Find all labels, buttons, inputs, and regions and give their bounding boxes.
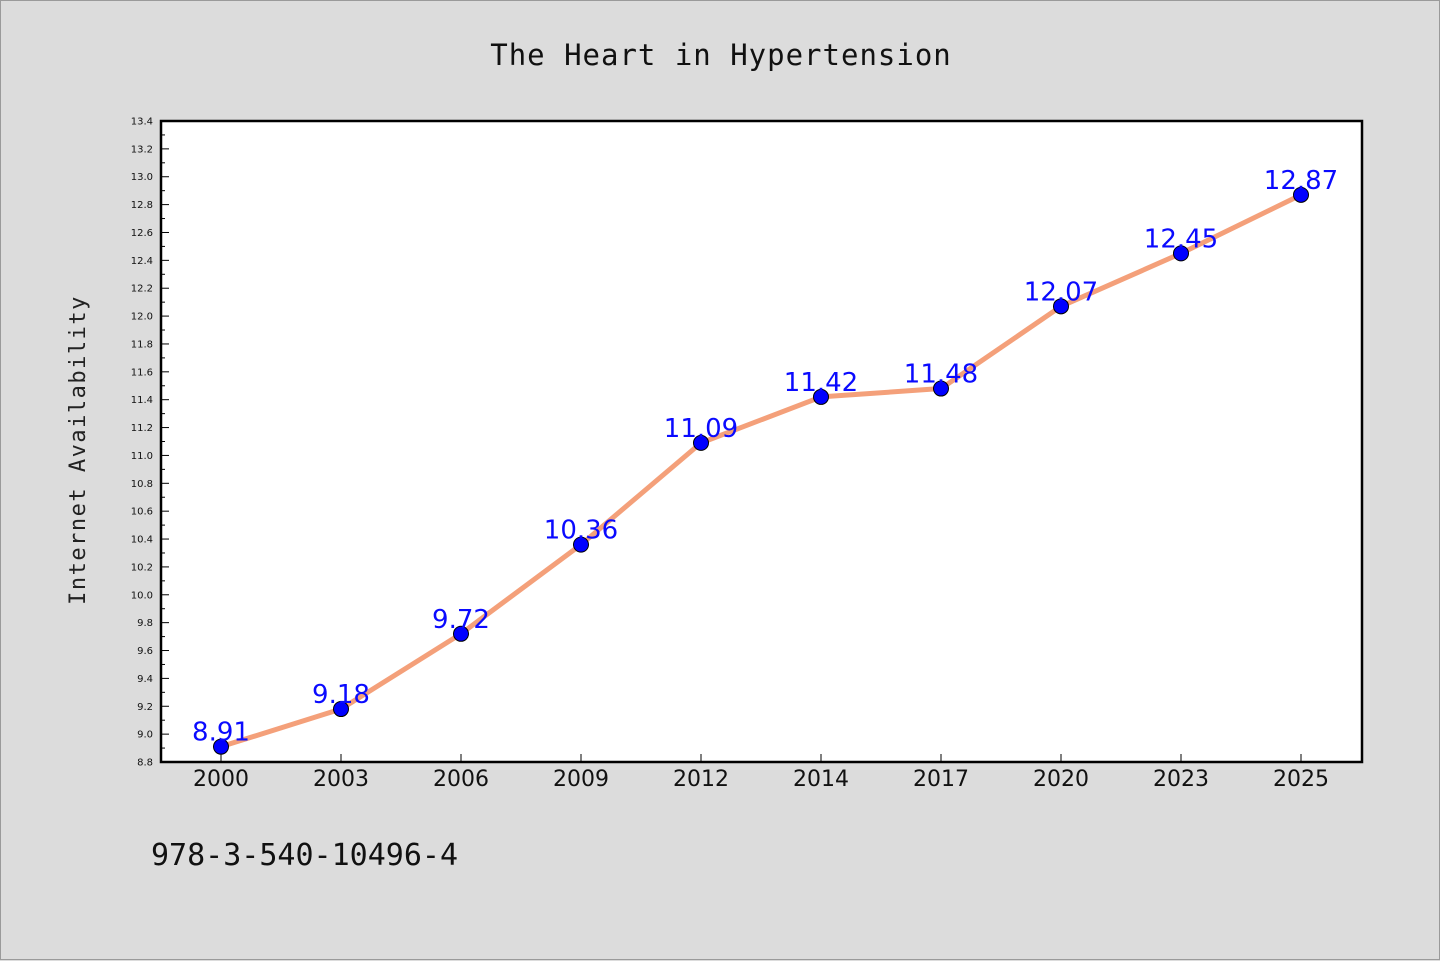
x-tick-label: 2000	[193, 767, 249, 792]
y-tick-label: 11.4	[131, 395, 153, 406]
y-tick-label: 12.6	[131, 228, 153, 239]
x-tick-label: 2014	[793, 767, 849, 792]
y-tick-label: 10.2	[131, 562, 153, 573]
y-tick-label: 11.0	[131, 451, 153, 462]
data-point	[453, 625, 469, 642]
footnote-isbn: 978-3-540-10496-4	[151, 838, 458, 873]
y-tick-label: 9.2	[137, 702, 153, 713]
data-label: 8.91	[192, 718, 250, 748]
data-label: 9.18	[312, 680, 370, 710]
data-point	[813, 388, 829, 405]
x-tick-label: 2003	[313, 767, 369, 792]
x-tick-label: 2020	[1033, 767, 1089, 792]
y-tick-label: 13.2	[131, 144, 153, 155]
plot-area	[159, 119, 1364, 764]
data-label: 11.42	[784, 368, 858, 398]
y-tick-label: 12.4	[131, 256, 153, 267]
y-tick-label: 13.0	[131, 172, 153, 183]
y-tick-label: 12.8	[131, 200, 153, 211]
data-point	[573, 536, 589, 553]
data-point	[693, 434, 709, 451]
data-label: 10.36	[544, 516, 618, 546]
x-tick-label: 2012	[673, 767, 729, 792]
y-tick-label: 10.4	[131, 535, 153, 546]
series-line	[218, 192, 1304, 750]
x-tick-label: 2025	[1273, 767, 1329, 792]
chart-title: The Heart in Hypertension	[490, 38, 952, 72]
x-axis: 2000 2003 2006 2009 2012 2014 2017 2020 2023 2025	[193, 754, 1329, 792]
data-point	[1173, 245, 1189, 262]
x-tick-label: 2006	[433, 767, 489, 792]
data-label: 12.07	[1024, 277, 1098, 307]
y-tick-label: 12.2	[131, 284, 153, 295]
x-tick-label: 2017	[913, 767, 969, 792]
y-tick-label: 11.2	[131, 423, 153, 434]
y-tick-label: 9.8	[137, 618, 153, 629]
data-point	[1293, 186, 1309, 203]
y-tick-label: 13.4	[131, 117, 153, 128]
x-tick-label: 2023	[1153, 767, 1209, 792]
series-group: 8.91 9.18 9.72 10.36 11.09 11.42 11.48 12.07 12.…	[192, 166, 1338, 755]
y-tick-label: 10.6	[131, 507, 153, 518]
y-tick-label: 10.8	[131, 479, 153, 490]
data-label: 9.72	[432, 605, 490, 635]
data-label: 12.45	[1144, 224, 1218, 254]
data-point	[333, 701, 349, 718]
y-axis: 8.8 9.0 9.2 9.4 9.6 9.8 10.0 10.2 10.4 10.6 10.8 11…	[131, 117, 169, 769]
y-tick-label: 9.4	[137, 674, 153, 685]
data-point	[213, 738, 229, 755]
x-tick-label: 2009	[553, 767, 609, 792]
data-point	[1053, 298, 1069, 315]
y-tick-label: 10.0	[131, 590, 153, 601]
y-tick-label: 9.0	[137, 730, 153, 741]
data-point	[933, 380, 949, 397]
data-label: 11.48	[904, 360, 978, 390]
data-label: 12.87	[1264, 166, 1338, 196]
y-tick-label: 12.0	[131, 312, 153, 323]
data-label: 11.09	[664, 414, 738, 444]
y-tick-label: 11.6	[131, 367, 153, 378]
y-tick-label: 11.8	[131, 339, 153, 350]
y-tick-label: 9.6	[137, 646, 153, 657]
y-tick-label: 8.8	[137, 758, 153, 769]
y-axis-label: Internet Availability	[66, 295, 91, 605]
